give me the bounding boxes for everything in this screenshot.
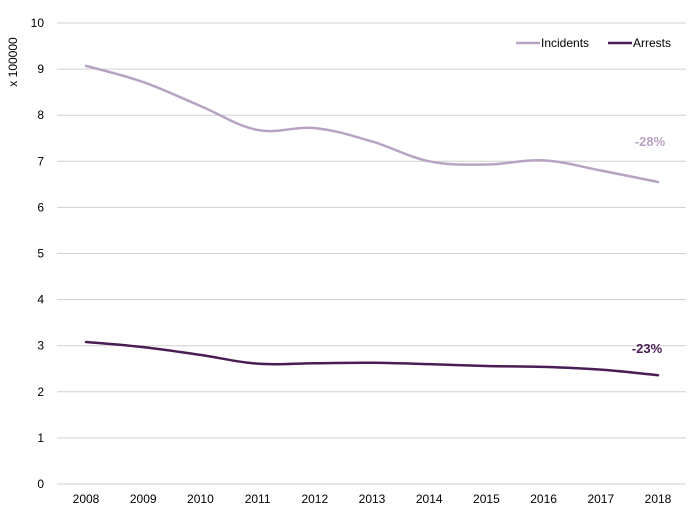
series-annotations: -28% -23% (632, 134, 666, 356)
series-lines (84, 64, 660, 377)
gridlines (57, 22, 686, 485)
x-tick-label: 2009 (130, 492, 157, 506)
series-line-incidents (84, 64, 660, 184)
y-tick-label: 3 (37, 339, 44, 353)
y-tick-label: 0 (37, 477, 44, 491)
y-tick-label: 9 (37, 62, 44, 76)
y-tick-label: 2 (37, 385, 44, 399)
x-tick-label: 2018 (645, 492, 672, 506)
x-tick-label: 2014 (416, 492, 443, 506)
y-tick-label: 6 (37, 200, 44, 214)
x-tick-label: 2013 (359, 492, 386, 506)
y-axis-label: x 100000 (6, 37, 20, 87)
y-tick-label: 5 (37, 247, 44, 261)
x-tick-label: 2011 (245, 492, 271, 506)
x-tick-label: 2008 (73, 492, 100, 506)
series-line-arrests (84, 340, 660, 377)
x-tick-label: 2012 (301, 492, 328, 506)
x-tick-label: 2017 (587, 492, 614, 506)
y-axis-ticks: 0 1 2 3 4 5 6 7 8 9 10 (31, 16, 45, 491)
y-tick-label: 8 (37, 108, 44, 122)
legend-label: Arrests (633, 36, 671, 50)
legend-label: Incidents (541, 36, 589, 50)
y-tick-label: 1 (37, 431, 44, 445)
y-tick-label: 7 (37, 154, 44, 168)
legend: Incidents Arrests (516, 36, 671, 50)
annotation-incidents: -28% (635, 134, 666, 149)
x-tick-label: 2015 (473, 492, 500, 506)
annotation-arrests: -23% (632, 341, 663, 356)
y-tick-label: 10 (31, 16, 45, 30)
x-tick-label: 2016 (530, 492, 557, 506)
x-tick-label: 2010 (187, 492, 214, 506)
y-tick-label: 4 (37, 293, 44, 307)
x-axis-ticks: 2008 2009 2010 2011 2012 2013 2014 2015 2016 2017… (73, 492, 672, 506)
